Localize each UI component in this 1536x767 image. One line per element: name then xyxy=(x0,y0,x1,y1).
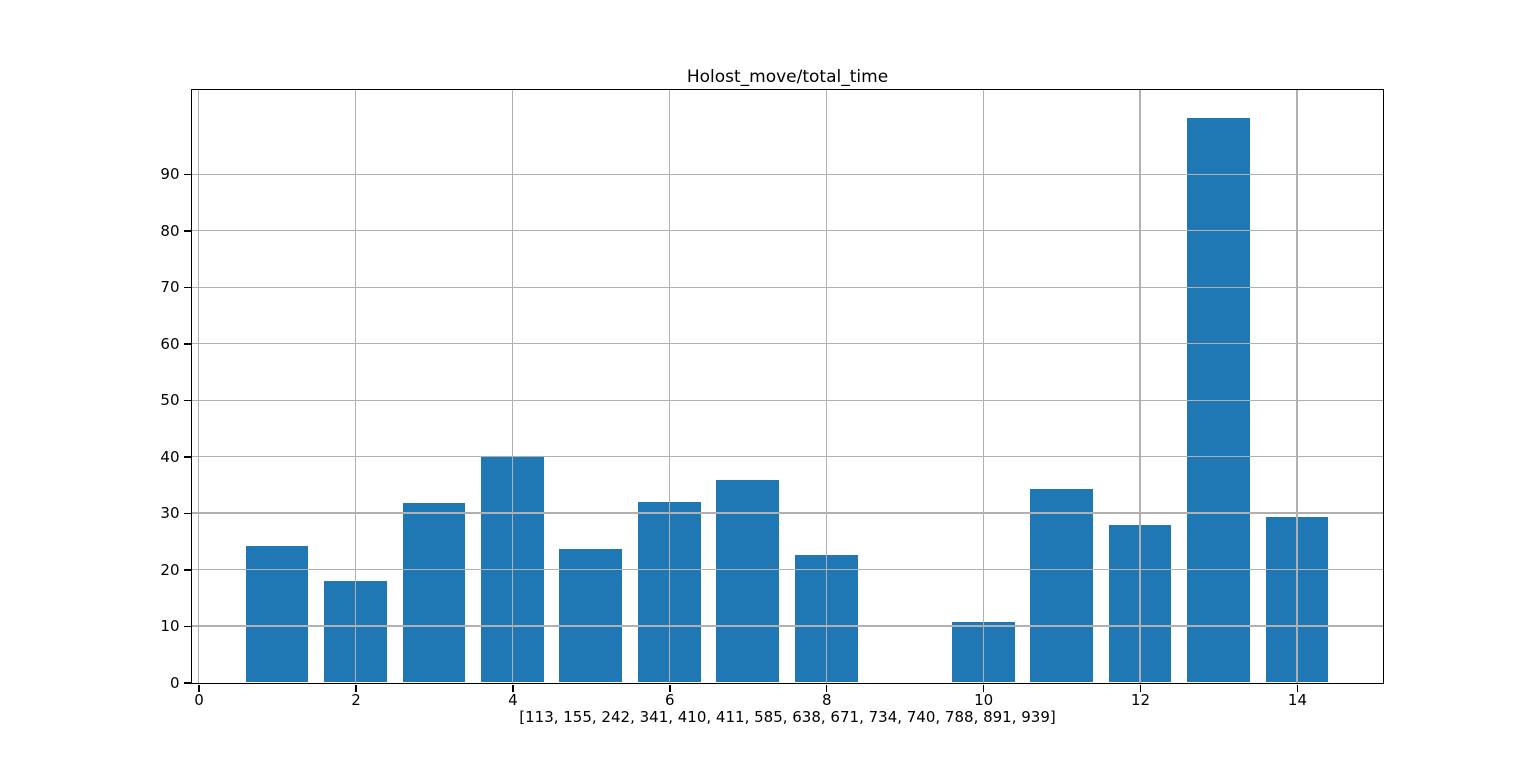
y-tick-mark xyxy=(183,343,191,345)
bar xyxy=(716,480,780,683)
y-tick-mark xyxy=(183,230,191,232)
gridline xyxy=(191,343,1383,345)
x-tick-mark xyxy=(669,684,671,692)
y-tick-label: 80 xyxy=(160,221,180,240)
bar xyxy=(402,502,466,683)
x-axis-label: [113, 155, 242, 341, 410, 411, 585, 638,… xyxy=(519,708,1056,726)
y-tick-mark xyxy=(183,456,191,458)
y-tick-mark xyxy=(183,682,191,684)
x-tick-mark xyxy=(1139,684,1142,692)
y-tick-mark xyxy=(183,512,191,515)
y-tick-mark xyxy=(183,625,191,628)
y-tick-label: 50 xyxy=(160,391,180,410)
gridline xyxy=(191,399,1383,401)
x-tick-label: 0 xyxy=(194,691,204,709)
x-tick-label: 10 xyxy=(974,691,994,709)
gridline xyxy=(354,89,357,683)
y-tick-mark xyxy=(183,569,191,571)
y-tick-label: 70 xyxy=(160,278,180,297)
gridline xyxy=(191,230,1383,232)
x-tick-mark xyxy=(982,684,985,692)
x-tick-label: 4 xyxy=(508,691,518,709)
y-tick-mark xyxy=(183,399,191,402)
gridline xyxy=(1139,89,1141,683)
x-tick-mark xyxy=(355,684,357,692)
gridline xyxy=(1296,89,1298,683)
y-tick-label: 20 xyxy=(160,560,180,579)
plot-area xyxy=(190,88,1384,684)
x-tick-label: 8 xyxy=(821,691,832,709)
gridline xyxy=(197,89,200,683)
x-tick-label: 14 xyxy=(1287,691,1308,709)
x-tick-mark xyxy=(826,684,828,692)
chart-title: Holost_move/total_time xyxy=(686,67,889,87)
y-tick-label: 60 xyxy=(160,334,180,353)
x-tick-label: 2 xyxy=(351,691,361,709)
gridline xyxy=(191,173,1383,175)
gridline xyxy=(191,455,1383,458)
y-tick-label: 90 xyxy=(160,165,180,184)
x-tick-label: 12 xyxy=(1131,691,1151,709)
gridline xyxy=(191,286,1383,288)
bar xyxy=(1030,488,1093,683)
x-tick-mark xyxy=(1296,684,1299,692)
y-tick-label: 10 xyxy=(160,617,180,636)
gridline xyxy=(511,89,513,683)
y-tick-label: 0 xyxy=(169,673,180,692)
y-tick-label: 40 xyxy=(160,447,180,466)
y-tick-mark xyxy=(183,286,191,289)
y-tick-mark xyxy=(183,174,191,176)
x-tick-mark xyxy=(198,684,200,692)
gridline xyxy=(982,89,984,683)
gridline xyxy=(191,568,1383,571)
y-tick-label: 30 xyxy=(160,504,180,523)
gridline xyxy=(825,89,827,683)
bar xyxy=(559,548,623,683)
x-tick-label: 6 xyxy=(665,691,675,709)
x-tick-mark xyxy=(512,684,514,692)
gridline xyxy=(668,89,670,683)
gridline xyxy=(191,512,1383,514)
gridline xyxy=(191,625,1383,627)
bar xyxy=(245,545,309,683)
